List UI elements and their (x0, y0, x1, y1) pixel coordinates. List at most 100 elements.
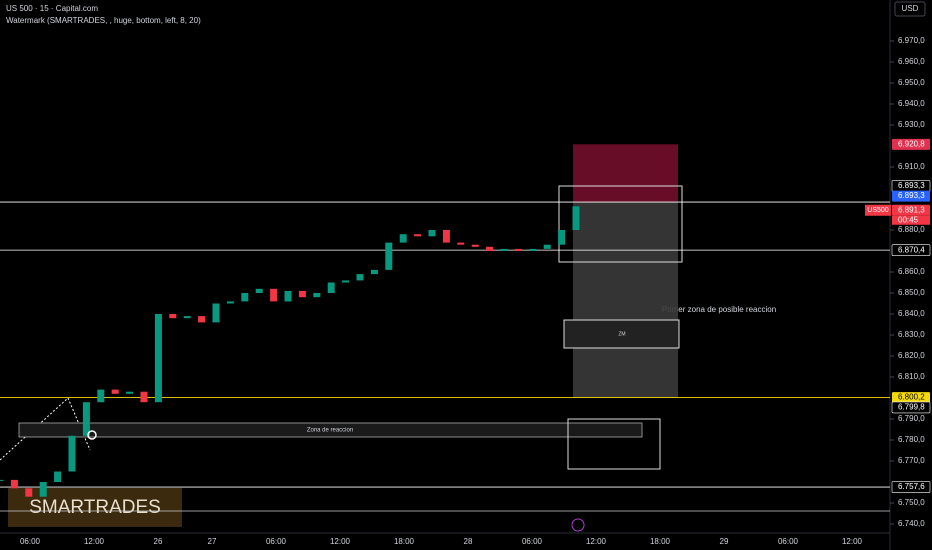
watermark-box (8, 488, 182, 527)
candle (126, 391, 134, 394)
zone-box (558, 185, 683, 263)
symbol: US 500 · 15 · Capital.com (6, 4, 98, 13)
x-tick-label: 12:00 (586, 537, 607, 546)
price-label: 6.757,6 (898, 482, 925, 491)
candle (140, 391, 148, 403)
zm-box (563, 319, 680, 349)
candle (327, 282, 335, 293)
currency: USD (902, 4, 919, 13)
candle (558, 230, 566, 245)
candle (68, 435, 76, 472)
price-label-box (891, 401, 931, 414)
candle (241, 293, 249, 302)
price-label: 6.800,2 (898, 393, 925, 402)
candle (25, 488, 33, 497)
x-tick-label: 06:00 (20, 537, 41, 546)
y-tick-label: 6.960,0 (898, 57, 925, 66)
price-label: 6.870,4 (898, 245, 925, 254)
candle (370, 269, 378, 275)
y-tick-label: 6.940,0 (898, 99, 925, 108)
candle (169, 314, 177, 319)
x-tick-label: 06:00 (522, 537, 543, 546)
y-tick-label: 6.910,0 (898, 162, 925, 171)
x-tick-label: 12:00 (84, 537, 105, 546)
candle (457, 242, 465, 245)
indicator: Watermark (SMARTRADES, , huge, bottom, l… (6, 16, 201, 25)
y-tick-label: 6.810,0 (898, 372, 925, 381)
y-tick-label: 6.750,0 (898, 498, 925, 507)
y-tick-label: 6.860,0 (898, 267, 925, 276)
price-label-box (892, 190, 930, 202)
y-tick-label: 6.880,0 (898, 225, 925, 234)
price-label-box (892, 392, 930, 404)
candle (270, 288, 278, 302)
candle (356, 274, 364, 281)
x-tick-label: 06:00 (778, 537, 799, 546)
price-label: 6.799,8 (898, 403, 925, 412)
candle (399, 234, 407, 243)
candle (82, 402, 90, 436)
candle (97, 389, 105, 403)
watermark: SMARTRADES (29, 497, 161, 518)
candle (154, 314, 162, 403)
price-label: 6.893,3 (898, 191, 925, 200)
y-tick-label: 6.780,0 (898, 435, 925, 444)
price-label: 6.893,3 (898, 181, 925, 190)
x-tick-label: 12:00 (842, 537, 863, 546)
first-zone-label: Primer zona de posible reaccion (662, 305, 776, 314)
y-tick-label: 6.770,0 (898, 456, 925, 465)
y-tick-label: 6.930,0 (898, 120, 925, 129)
price-label-box (891, 244, 931, 256)
countdown-box (892, 215, 930, 225)
stop-box (573, 202, 678, 398)
candle (414, 234, 422, 237)
candle (212, 303, 220, 323)
candle (514, 248, 522, 251)
candle (529, 248, 537, 251)
y-tick-label: 6.740,0 (898, 519, 925, 528)
candle (226, 301, 234, 304)
candle (428, 230, 436, 237)
candle (284, 290, 292, 302)
y-tick-label: 6.830,0 (898, 330, 925, 339)
candle (298, 290, 306, 298)
y-tick-label: 6.950,0 (898, 78, 925, 87)
candle (486, 246, 494, 251)
candle (10, 479, 18, 489)
candle (255, 288, 263, 293)
symbol-tag-box (865, 204, 891, 216)
candle (572, 206, 580, 230)
candle (183, 316, 191, 319)
y-tick-label: 6.790,0 (898, 414, 925, 423)
candle (54, 471, 62, 482)
candle (198, 316, 206, 323)
x-tick-label: 18:00 (650, 537, 671, 546)
marker (87, 430, 97, 440)
zone-box (18, 422, 643, 438)
candle (0, 479, 4, 481)
candle (342, 280, 350, 283)
candle (442, 230, 450, 243)
x-tick-label: 27 (208, 537, 217, 546)
countdown: 00:45 (898, 215, 919, 224)
x-tick-label: 12:00 (330, 537, 351, 546)
y-tick-label: 6.850,0 (898, 288, 925, 297)
x-tick-label: 26 (154, 537, 163, 546)
y-tick-label: 6.970,0 (898, 36, 925, 45)
candle (471, 244, 479, 247)
price-label-box (892, 138, 930, 150)
currency-box (894, 1, 926, 17)
zm-label: ZM (618, 331, 625, 337)
candle (543, 244, 551, 249)
target-box (573, 144, 678, 203)
candle (385, 242, 393, 270)
price-label-box (891, 481, 931, 493)
candle (111, 389, 119, 394)
candle (500, 248, 508, 251)
x-tick-label: 28 (464, 537, 473, 546)
y-tick-label: 6.840,0 (898, 309, 925, 318)
lightning-icon[interactable] (571, 518, 585, 532)
price-label: 6.891,3 (898, 205, 925, 214)
